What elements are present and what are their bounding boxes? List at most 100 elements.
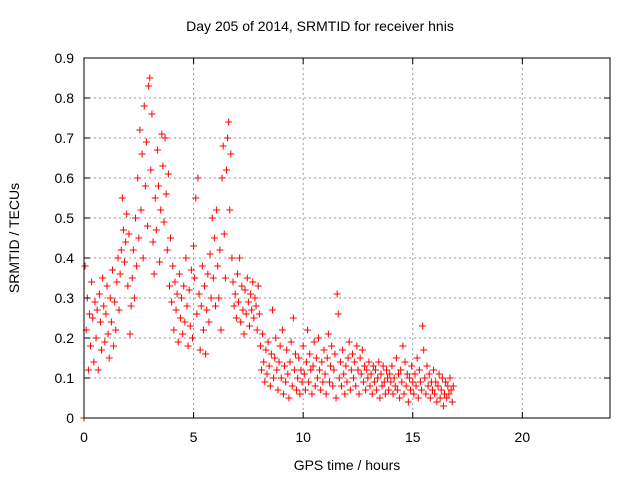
data-point: [106, 294, 114, 302]
data-point: [251, 294, 259, 302]
data-point: [118, 194, 126, 202]
data-point: [411, 370, 419, 378]
data-point: [285, 394, 293, 402]
x-tick-label: 20: [515, 429, 531, 445]
data-point: [108, 266, 116, 274]
y-tick-label: 0.2: [55, 330, 75, 346]
x-tick-label: 5: [190, 429, 198, 445]
data-point: [335, 374, 343, 382]
data-point: [81, 262, 89, 270]
data-point: [233, 270, 241, 278]
data-point: [342, 362, 350, 370]
data-point: [130, 294, 138, 302]
y-tick-label: 0.5: [55, 210, 75, 226]
data-point: [371, 366, 379, 374]
data-point: [268, 306, 276, 314]
data-point: [96, 318, 104, 326]
data-point: [145, 82, 153, 90]
data-point: [179, 330, 187, 338]
data-point: [134, 174, 142, 182]
data-point: [111, 298, 119, 306]
data-point: [160, 218, 168, 226]
x-axis-label: GPS time / hours: [293, 457, 401, 473]
data-point: [150, 270, 158, 278]
data-point: [276, 342, 284, 350]
data-point: [359, 378, 367, 386]
data-point: [334, 310, 342, 318]
plot-frame: [83, 57, 611, 419]
data-point: [282, 378, 290, 386]
data-point: [182, 254, 190, 262]
data-point: [136, 126, 144, 134]
data-point: [90, 358, 98, 366]
data-point: [288, 382, 296, 390]
data-point: [370, 378, 378, 386]
data-point: [379, 362, 387, 370]
data-point: [241, 286, 249, 294]
data-point: [358, 346, 366, 354]
data-point: [436, 394, 444, 402]
data-point: [323, 354, 331, 362]
data-point: [448, 398, 456, 406]
data-point: [439, 402, 447, 410]
data-point: [348, 350, 356, 358]
data-point: [321, 370, 329, 378]
data-point: [193, 310, 201, 318]
data-point: [157, 206, 165, 214]
data-point: [305, 378, 313, 386]
data-point: [277, 374, 285, 382]
data-point: [424, 382, 432, 390]
data-point: [267, 350, 275, 358]
data-points: [80, 74, 457, 422]
data-point: [312, 354, 320, 362]
data-point: [138, 150, 146, 158]
data-point: [272, 334, 280, 342]
data-point: [296, 390, 304, 398]
data-point: [401, 358, 409, 366]
data-point: [208, 214, 216, 222]
data-point: [438, 374, 446, 382]
data-point: [404, 398, 412, 406]
data-point: [304, 326, 312, 334]
data-point: [117, 246, 125, 254]
data-point: [129, 246, 137, 254]
data-point: [153, 146, 161, 154]
data-point: [437, 386, 445, 394]
data-point: [91, 298, 99, 306]
data-point: [418, 386, 426, 394]
data-point: [385, 386, 393, 394]
data-point: [95, 290, 103, 298]
data-point: [254, 282, 262, 290]
data-point: [302, 358, 310, 366]
data-point: [222, 166, 230, 174]
data-point: [178, 294, 186, 302]
data-point: [393, 386, 401, 394]
data-point: [93, 306, 101, 314]
data-point: [146, 74, 154, 82]
data-point: [123, 210, 131, 218]
data-point: [271, 354, 279, 362]
data-point: [286, 358, 294, 366]
data-point: [176, 314, 184, 322]
chart-title: Day 205 of 2014, SRMTID for receiver hni…: [186, 18, 454, 34]
data-point: [110, 342, 118, 350]
data-point: [422, 390, 430, 398]
data-point: [347, 366, 355, 374]
data-point: [390, 374, 398, 382]
data-point: [105, 354, 113, 362]
data-point: [243, 274, 251, 282]
data-point: [159, 162, 167, 170]
data-point: [87, 342, 95, 350]
data-point: [338, 382, 346, 390]
data-point: [126, 330, 134, 338]
x-tick-label: 0: [80, 429, 88, 445]
data-point: [225, 118, 233, 126]
data-point: [149, 238, 157, 246]
data-point: [116, 270, 124, 278]
data-point: [218, 174, 226, 182]
data-point: [260, 358, 268, 366]
data-point: [382, 366, 390, 374]
data-point: [449, 382, 457, 390]
data-point: [287, 338, 295, 346]
